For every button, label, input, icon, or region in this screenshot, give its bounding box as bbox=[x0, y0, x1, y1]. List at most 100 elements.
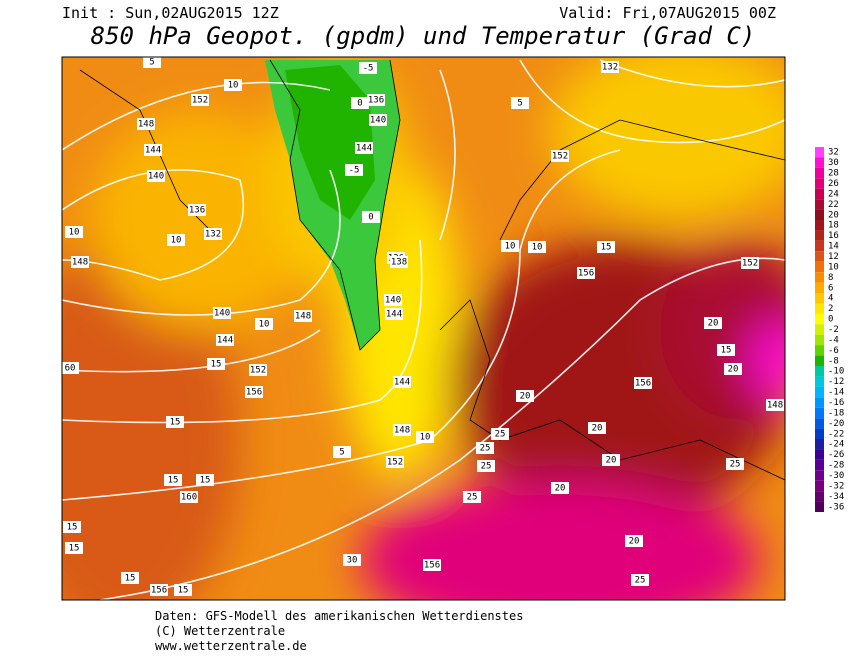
contour-label-bg bbox=[476, 442, 494, 454]
contour-label: 10 bbox=[532, 243, 543, 253]
colorbar-swatch bbox=[815, 313, 824, 325]
colorbar-swatch bbox=[815, 293, 824, 304]
contour-label: 10 bbox=[69, 228, 80, 238]
contour-label: 152 bbox=[192, 96, 208, 106]
contour-label: 144 bbox=[394, 378, 410, 388]
footer-copyright: (C) Wetterzentrale bbox=[155, 624, 285, 638]
contour-label: 25 bbox=[635, 576, 646, 586]
contour-label-bg bbox=[71, 256, 89, 268]
contour-label-bg bbox=[174, 584, 192, 596]
colorbar-label: -24 bbox=[828, 440, 844, 450]
contour-label-bg bbox=[180, 491, 198, 503]
colorbar-label: -36 bbox=[828, 502, 844, 512]
contour-label-bg bbox=[224, 79, 242, 91]
colorbar-label: 22 bbox=[828, 200, 839, 210]
colorbar-swatch bbox=[815, 157, 824, 168]
contour-label-bg bbox=[166, 416, 184, 428]
colorbar-label: 16 bbox=[828, 231, 839, 241]
contour-label: 10 bbox=[420, 433, 431, 443]
contour-label: 5 bbox=[339, 448, 344, 458]
contour-label-bg bbox=[463, 491, 481, 503]
contour-label-bg bbox=[386, 456, 404, 468]
colorbar-label: -2 bbox=[828, 325, 839, 335]
colorbar-label: 2 bbox=[828, 304, 833, 314]
contour-label-bg bbox=[634, 377, 652, 389]
contour-label-bg bbox=[255, 318, 273, 330]
contour-label: 20 bbox=[728, 365, 739, 375]
contour-label-bg bbox=[188, 204, 206, 216]
contour-label-bg bbox=[766, 399, 784, 411]
contour-label-bg bbox=[704, 317, 722, 329]
colorbar-label: 20 bbox=[828, 210, 839, 220]
contour-label: 15 bbox=[69, 544, 80, 554]
contour-label-bg bbox=[393, 376, 411, 388]
contour-label-bg bbox=[144, 144, 162, 156]
contour-label: 20 bbox=[520, 392, 531, 402]
contour-label-bg bbox=[249, 364, 267, 376]
colorbar-label: -20 bbox=[828, 419, 844, 429]
contour-label-bg bbox=[343, 554, 361, 566]
contour-label: 20 bbox=[629, 537, 640, 547]
contour-label-bg bbox=[625, 535, 643, 547]
contour-label: 148 bbox=[138, 120, 154, 130]
contour-label-bg bbox=[724, 363, 742, 375]
colorbar-label: -28 bbox=[828, 461, 844, 471]
contour-label: 152 bbox=[250, 366, 266, 376]
colorbar-label: -18 bbox=[828, 408, 844, 418]
colorbar-label: -32 bbox=[828, 481, 844, 491]
contour-label-bg bbox=[351, 97, 369, 109]
contour-label-bg bbox=[191, 94, 209, 106]
contour-label: 140 bbox=[370, 116, 386, 126]
contour-label-bg bbox=[369, 114, 387, 126]
contour-label: -5 bbox=[349, 166, 360, 176]
contour-label: 144 bbox=[145, 146, 161, 156]
colorbar-label: 32 bbox=[828, 148, 839, 158]
contour-label-bg bbox=[551, 150, 569, 162]
colorbar-swatch bbox=[815, 428, 824, 439]
contour-label-bg bbox=[65, 226, 83, 238]
contour-label-bg bbox=[333, 446, 351, 458]
contour-labels: 132 -5 5 152 10 148 144 140 136 132 10 10 148 140 144 1… bbox=[62, 57, 784, 596]
colorbar-swatch bbox=[815, 220, 824, 231]
contour-label-bg bbox=[491, 428, 509, 440]
contour-label: 132 bbox=[205, 230, 221, 240]
contour-label-bg bbox=[137, 118, 155, 130]
colorbar-swatch bbox=[815, 261, 824, 273]
contour-label-bg bbox=[511, 97, 529, 109]
colorbar-label: -30 bbox=[828, 471, 844, 481]
contour-label-bg bbox=[213, 307, 231, 319]
colorbar-swatch bbox=[815, 407, 824, 419]
contour-label-bg bbox=[393, 424, 411, 436]
colorbar-swatch bbox=[815, 251, 824, 262]
contour-label-bg bbox=[216, 334, 234, 346]
contour-label-bg bbox=[726, 458, 744, 470]
contour-label: 15 bbox=[721, 346, 732, 356]
colorbar-swatch bbox=[815, 324, 824, 335]
colorbar-label: 28 bbox=[828, 169, 839, 179]
contour-label-bg bbox=[601, 61, 619, 73]
contour-label: 5 bbox=[517, 99, 522, 109]
contour-label-bg bbox=[501, 240, 519, 252]
contour-label: 0 bbox=[357, 99, 362, 109]
contour-label: 25 bbox=[481, 462, 492, 472]
contour-label-bg bbox=[477, 460, 495, 472]
colorbar-label: -10 bbox=[828, 367, 844, 377]
colorbar-swatch bbox=[815, 355, 824, 366]
contour-label: -5 bbox=[363, 64, 374, 74]
map-frame bbox=[61, 56, 786, 601]
contour-label-bg bbox=[741, 257, 759, 269]
colorbar-label: -22 bbox=[828, 429, 844, 439]
colorbar-label: -26 bbox=[828, 450, 844, 460]
colorbar-swatch bbox=[815, 501, 824, 512]
colorbar-label: 26 bbox=[828, 179, 839, 189]
contour-label: 156 bbox=[246, 388, 262, 398]
colorbar-swatch bbox=[815, 282, 824, 293]
contour-label-bg bbox=[385, 308, 403, 320]
colorbar-swatch bbox=[815, 199, 824, 210]
colorbar-swatch bbox=[815, 376, 824, 387]
contour-label: 156 bbox=[151, 586, 167, 596]
contour-label-bg bbox=[390, 256, 408, 268]
contour-label: 152 bbox=[387, 458, 403, 468]
colorbar-label: -6 bbox=[828, 346, 839, 356]
contour-label-bg bbox=[416, 431, 434, 443]
